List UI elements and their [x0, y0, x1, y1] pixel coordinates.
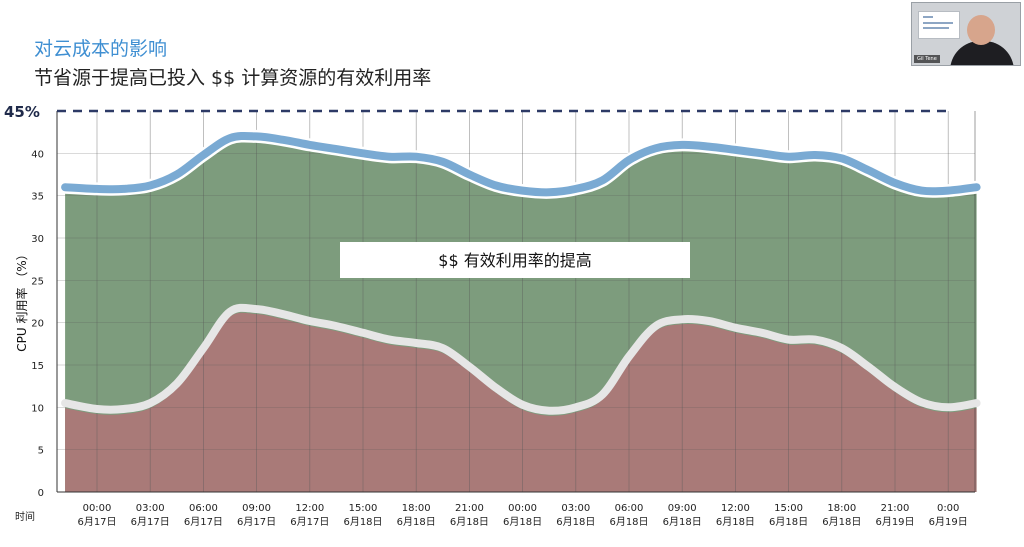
- x-tick-date: 6月18日: [716, 516, 755, 528]
- y-tick-label: 10: [31, 403, 44, 414]
- x-tick-date: 6月19日: [929, 516, 968, 528]
- x-tick-time: 0:00: [937, 503, 959, 514]
- x-tick-time: 12:00: [721, 503, 750, 514]
- x-tick-date: 6月18日: [769, 516, 808, 528]
- x-tick-date: 6月19日: [875, 516, 914, 528]
- y-tick-label: 5: [38, 446, 44, 457]
- x-tick-date: 6月18日: [397, 516, 436, 528]
- x-tick-date: 6月18日: [450, 516, 489, 528]
- y-axis-title: CPU 利用率 （%）: [14, 248, 29, 351]
- speaker-video-tile[interactable]: Gil Tene: [911, 2, 1021, 66]
- lower-area-fill: [65, 312, 977, 492]
- chart-series-lines: [58, 129, 984, 415]
- x-tick-date: 6月18日: [556, 516, 595, 528]
- y-tick-label: 15: [31, 361, 44, 372]
- chart-grid: [56, 111, 976, 493]
- chart-axes: 0 5 10 15 20 25 30 35 40 CPU 利用率 （%） 00:00 6月17日 03:…: [14, 149, 968, 528]
- x-tick-date: 6月18日: [609, 516, 648, 528]
- x-tick-date: 6月18日: [343, 516, 382, 528]
- x-tick-time: 18:00: [402, 503, 431, 514]
- x-tick-time: 03:00: [561, 503, 590, 514]
- x-axis-lead-label: 时间: [15, 510, 35, 523]
- x-tick-time: 09:00: [668, 503, 697, 514]
- annotation-group: $$ 有效利用率的提高: [340, 242, 690, 278]
- slide-subtitle: 节省源于提高已投入 $$ 计算资源的有效利用率: [34, 67, 432, 89]
- y-tick-label: 25: [31, 276, 44, 287]
- y-tick-label: 0: [38, 488, 44, 499]
- x-tick-date: 6月17日: [237, 516, 276, 528]
- x-tick-time: 15:00: [774, 503, 803, 514]
- x-tick-time: 21:00: [455, 503, 484, 514]
- annotation-box: [340, 242, 690, 278]
- x-tick-time: 09:00: [242, 503, 271, 514]
- chart-areas: [65, 140, 977, 492]
- x-tick-time: 03:00: [136, 503, 165, 514]
- speaker-avatar-head: [967, 15, 995, 45]
- annotation-text: $$ 有效利用率的提高: [438, 251, 591, 270]
- target-line-group: 45%: [4, 103, 947, 121]
- y-tick-label: 35: [31, 192, 44, 203]
- x-tick-time: 06:00: [615, 503, 644, 514]
- x-tick-time: 00:00: [508, 503, 537, 514]
- x-tick-time: 18:00: [827, 503, 856, 514]
- y-tick-label: 20: [31, 319, 44, 330]
- y-tick-label: 30: [31, 234, 44, 245]
- upper-series-line: [61, 131, 981, 197]
- slide-title: 对云成本的影响: [34, 38, 168, 60]
- x-tick-time: 00:00: [83, 503, 112, 514]
- x-tick-date: 6月17日: [184, 516, 223, 528]
- x-tick-time: 15:00: [349, 503, 378, 514]
- x-tick-date: 6月18日: [503, 516, 542, 528]
- x-tick-time: 12:00: [295, 503, 324, 514]
- x-tick-time: 06:00: [189, 503, 218, 514]
- x-tick-date: 6月17日: [77, 516, 116, 528]
- x-tick-date: 6月17日: [131, 516, 170, 528]
- y-tick-label: 40: [31, 149, 44, 160]
- x-tick-date: 6月18日: [822, 516, 861, 528]
- lower-series-line: [61, 303, 981, 415]
- x-tick-date: 6月18日: [663, 516, 702, 528]
- x-tick-time: 21:00: [881, 503, 910, 514]
- speaker-name-tag: Gil Tene: [914, 55, 940, 63]
- x-tick-date: 6月17日: [290, 516, 329, 528]
- shared-screen-thumbnail: [918, 11, 960, 39]
- target-label: 45%: [4, 103, 40, 121]
